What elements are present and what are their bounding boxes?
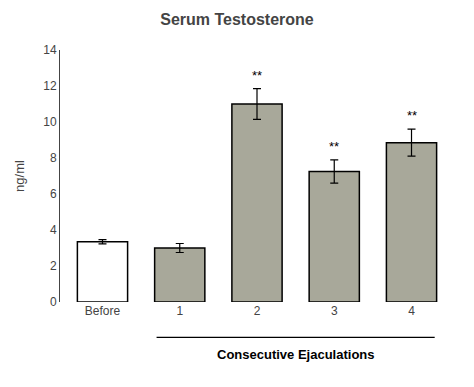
svg-text:Consecutive Ejaculations: Consecutive Ejaculations <box>217 347 375 362</box>
svg-text:4: 4 <box>408 304 415 318</box>
svg-text:ng/ml: ng/ml <box>12 160 27 192</box>
svg-text:Before: Before <box>85 304 121 318</box>
svg-text:**: ** <box>407 108 417 123</box>
svg-text:1: 1 <box>176 304 183 318</box>
svg-text:Serum Testosterone: Serum Testosterone <box>160 11 314 28</box>
svg-text:14: 14 <box>43 43 57 57</box>
svg-text:12: 12 <box>43 79 57 93</box>
svg-text:10: 10 <box>43 115 57 129</box>
svg-text:**: ** <box>252 68 262 83</box>
svg-text:3: 3 <box>331 304 338 318</box>
svg-text:8: 8 <box>50 151 57 165</box>
svg-text:0: 0 <box>50 295 57 309</box>
svg-text:6: 6 <box>50 187 57 201</box>
svg-text:4: 4 <box>50 223 57 237</box>
svg-text:2: 2 <box>50 259 57 273</box>
svg-text:**: ** <box>329 139 339 154</box>
svg-text:2: 2 <box>254 304 261 318</box>
